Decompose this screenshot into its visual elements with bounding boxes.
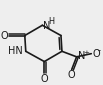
Text: N: N (43, 21, 51, 31)
Text: HN: HN (8, 45, 23, 56)
Text: +: + (83, 50, 89, 56)
Text: N: N (78, 51, 85, 61)
Text: O: O (1, 31, 8, 41)
Text: O: O (68, 70, 75, 80)
Text: -: - (98, 46, 101, 55)
Text: O: O (92, 49, 100, 59)
Text: H: H (49, 17, 55, 26)
Text: O: O (40, 74, 48, 84)
